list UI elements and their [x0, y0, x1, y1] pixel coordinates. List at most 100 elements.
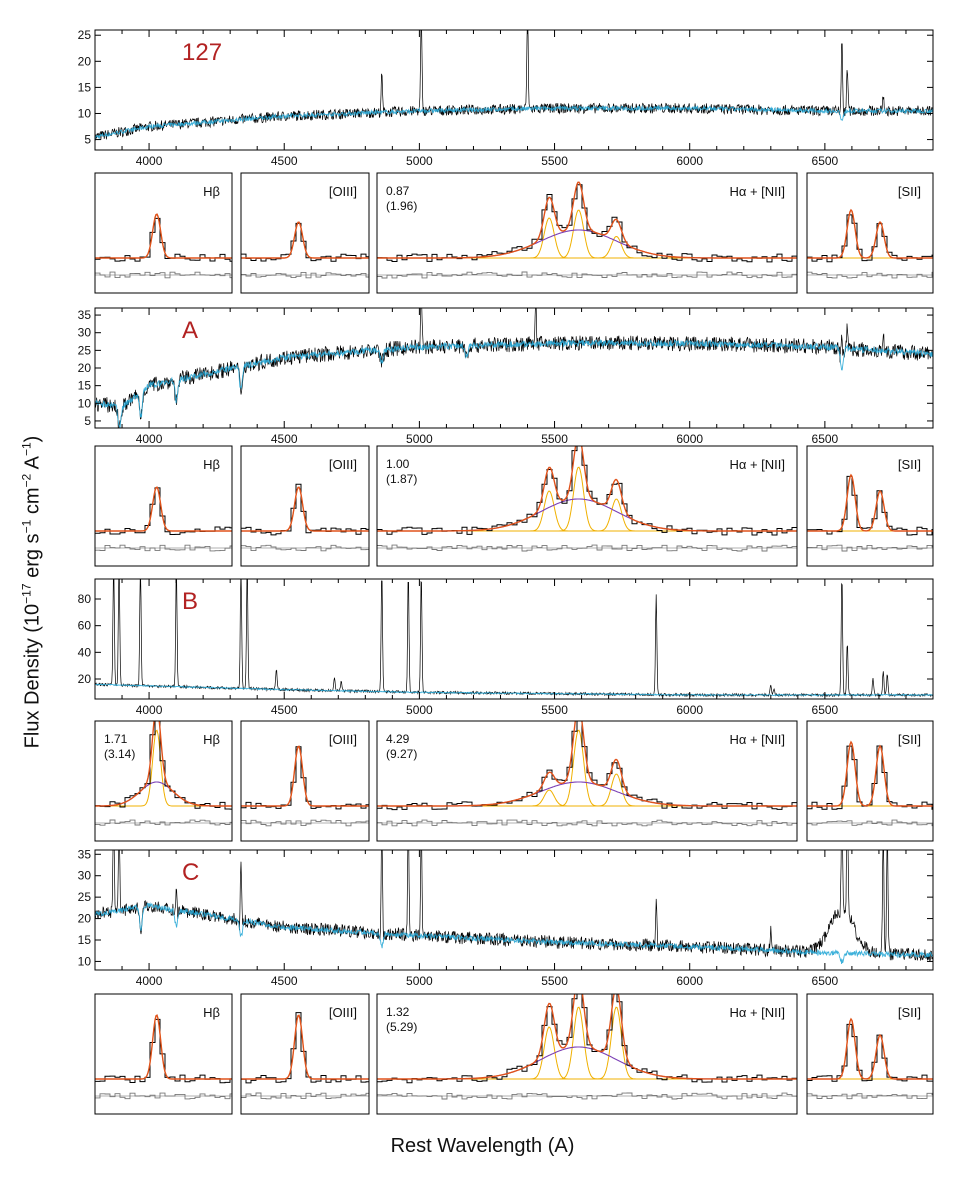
line-panel-oiii: [OIII]: [240, 172, 370, 294]
y-axis-title: Flux Density (10−17 erg s−1 cm−2 A−1): [19, 435, 44, 749]
residual-spectrum: [241, 819, 369, 827]
line-label: Hβ: [203, 1005, 220, 1020]
y-tick-label: 25: [78, 28, 92, 42]
panel-plot-area: [807, 473, 933, 552]
main-plot-area: [95, 30, 933, 143]
observed-line-profile: [807, 475, 933, 536]
x-tick-label: 6500: [812, 703, 839, 717]
panel-frame: [806, 720, 934, 842]
x-tick-label: 6000: [676, 974, 703, 988]
x-tick-label: 4500: [271, 432, 298, 446]
main-frame: [94, 307, 934, 429]
panel-plot-area: [95, 486, 232, 552]
object-label: C: [182, 859, 199, 886]
line-panel-halpha-nii: Hα + [NII] 1.00(1.87): [376, 445, 798, 567]
total-fit: [241, 221, 369, 259]
observed-line-profile: [95, 217, 232, 262]
line-label: [SII]: [898, 1005, 921, 1020]
total-fit: [807, 1017, 933, 1080]
x-tick-label: 4500: [271, 154, 298, 168]
panel-plot-area: [807, 208, 933, 279]
line-label: Hα + [NII]: [729, 457, 785, 472]
model-spectrum: [95, 902, 933, 964]
broad-flux-value: 1.00: [386, 457, 410, 471]
narrow-component: [241, 1014, 369, 1080]
x-tick-label: 4000: [136, 432, 163, 446]
broad-flux-value: 1.32: [386, 1005, 410, 1019]
line-label: [SII]: [898, 184, 921, 199]
narrow-component: [807, 1034, 933, 1080]
broad-flux-corrected-value: (1.87): [386, 472, 417, 486]
object-label: A: [182, 317, 198, 344]
line-label: Hα + [NII]: [729, 732, 785, 747]
panel-frame: [806, 445, 934, 567]
residual-spectrum: [807, 544, 933, 552]
line-panel-oiii: [OIII]: [240, 445, 370, 567]
narrow-component: [95, 213, 232, 259]
spectrum-a: 5 10 15 20 25 30 35 4000 4500 5000 5500 6000 6500 A Hβ…: [78, 307, 934, 567]
x-tick-label: 6000: [676, 154, 703, 168]
x-tick-label: 5000: [406, 154, 433, 168]
panel-frame: [94, 993, 233, 1115]
broad-flux-value: 1.71: [104, 732, 128, 746]
line-label: Hα + [NII]: [729, 184, 785, 199]
y-tick-label: 15: [78, 80, 92, 94]
panel-plot-area: [95, 213, 232, 279]
residual-spectrum: [807, 1092, 933, 1100]
line-label: [SII]: [898, 732, 921, 747]
narrow-component: [807, 209, 933, 259]
panel-frame: [806, 172, 934, 294]
observed-line-profile: [241, 746, 369, 810]
panel-plot-area: [241, 221, 369, 279]
line-panel-halpha-nii: Hα + [NII] 0.87(1.96): [376, 172, 798, 294]
panel-frame: [376, 172, 798, 294]
line-label: Hβ: [203, 184, 220, 199]
object-label: 127: [182, 39, 222, 66]
x-tick-label: 4500: [271, 974, 298, 988]
narrow-component: [807, 490, 933, 532]
broad-flux-corrected-value: (1.96): [386, 199, 417, 213]
y-tick-label: 35: [78, 308, 92, 322]
y-tick-label: 10: [78, 954, 92, 968]
panel-frame: [240, 445, 370, 567]
residual-spectrum: [377, 271, 797, 279]
line-label: Hβ: [203, 457, 220, 472]
panel-frame: [94, 445, 233, 567]
y-tick-label: 25: [78, 890, 92, 904]
y-tick-label: 10: [78, 106, 92, 120]
panel-plot-area: [241, 745, 369, 827]
line-panel-hbeta: Hβ: [94, 172, 233, 294]
model-spectrum: [95, 338, 933, 428]
panel-frame: [94, 720, 233, 842]
spectrum-127: 5 10 15 20 25 4000 4500 5000 5500 6000 6500 127 Hβ [O…: [78, 28, 934, 294]
narrow-component: [807, 221, 933, 259]
y-tick-label: 5: [84, 414, 91, 428]
y-tick-label: 20: [78, 912, 92, 926]
narrow-component: [807, 1017, 933, 1080]
line-label: [OIII]: [329, 184, 357, 199]
panel-plot-area: [95, 721, 232, 826]
broad-component: [377, 229, 797, 259]
x-tick-label: 5000: [406, 703, 433, 717]
panel-plot-area: [377, 994, 797, 1100]
x-tick-label: 5500: [541, 703, 568, 717]
residual-spectrum: [241, 271, 369, 279]
observed-spectrum: [95, 30, 933, 143]
panel-frame: [240, 172, 370, 294]
narrow-component: [807, 474, 933, 532]
panel-plot-area: [377, 181, 797, 279]
broad-flux-corrected-value: (9.27): [386, 747, 417, 761]
total-fit: [241, 745, 369, 807]
narrow-component: [241, 486, 369, 532]
panel-frame: [240, 993, 370, 1115]
residual-spectrum: [95, 819, 232, 826]
y-tick-label: 30: [78, 869, 92, 883]
residual-spectrum: [95, 271, 232, 279]
panel-plot-area: [241, 483, 369, 552]
object-label: B: [182, 588, 198, 615]
broad-flux-value: 4.29: [386, 732, 410, 746]
main-frame: [94, 849, 934, 971]
residual-spectrum: [241, 544, 369, 552]
x-tick-label: 6500: [812, 154, 839, 168]
